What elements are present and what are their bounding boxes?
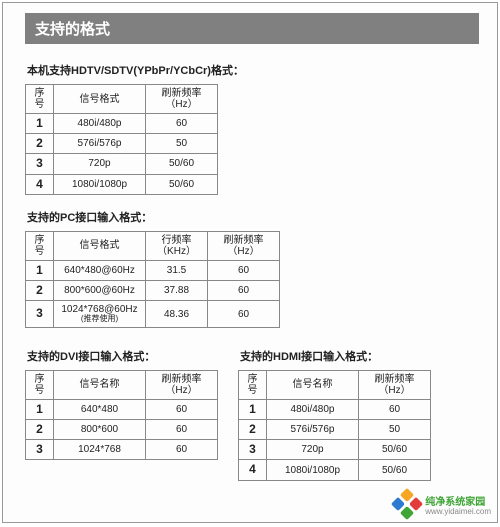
- col-seq: 序号: [239, 370, 267, 399]
- table-row: 2576i/576p50: [239, 420, 431, 440]
- col-signal: 信号名称: [54, 370, 146, 399]
- page-title: 支持的格式: [25, 13, 479, 44]
- col-refresh: 刷新频率（Hz）: [208, 231, 280, 260]
- col-refresh: 刷新频率（Hz）: [146, 370, 218, 399]
- hdmi-heading: 支持的HDMI接口输入格式：: [240, 348, 431, 364]
- table-row: 31024*768@60Hz(推荐使用)48.3660: [26, 301, 280, 328]
- col-signal: 信号格式: [54, 231, 146, 260]
- table-header: 序号 信号名称 刷新频率（Hz）: [26, 370, 218, 399]
- col-signal: 信号名称: [267, 370, 359, 399]
- pc-heading: 支持的PC接口输入格式：: [27, 209, 479, 225]
- table-header: 序号 信号格式 行频率（KHz） 刷新频率（Hz）: [26, 231, 280, 260]
- table-row: 2576i/576p50: [26, 134, 218, 154]
- document-page: 支持的格式 本机支持HDTV/SDTV(YPbPr/YCbCr)格式： 序号 信…: [2, 2, 498, 523]
- table-row: 41080i/1080p50/60: [239, 460, 431, 480]
- table-row: 41080i/1080p50/60: [26, 174, 218, 194]
- watermark-logo-icon: [393, 490, 421, 518]
- dvi-heading: 支持的DVI接口输入格式：: [27, 348, 218, 364]
- pc-table: 序号 信号格式 行频率（KHz） 刷新频率（Hz） 1640*480@60Hz3…: [25, 231, 280, 328]
- table-header: 序号 信号格式 刷新频率（Hz）: [26, 85, 218, 114]
- table-row: 3720p50/60: [239, 440, 431, 460]
- col-seq: 序号: [26, 231, 54, 260]
- watermark-text: 纯净系统家园 www.yidaimei.com: [425, 493, 491, 516]
- col-linefreq: 行频率（KHz）: [146, 231, 208, 260]
- table-row: 2800*600@60Hz37.8860: [26, 280, 280, 300]
- table-row: 1640*48060: [26, 399, 218, 419]
- table-row: 31024*76860: [26, 440, 218, 460]
- col-seq: 序号: [26, 370, 54, 399]
- table-row: 1480i/480p60: [26, 114, 218, 134]
- col-refresh: 刷新频率（Hz）: [146, 85, 218, 114]
- dvi-section: 支持的DVI接口输入格式： 序号 信号名称 刷新频率（Hz） 1640*4806…: [25, 342, 218, 495]
- table-header: 序号 信号名称 刷新频率（Hz）: [239, 370, 431, 399]
- table-row: 3720p50/60: [26, 154, 218, 174]
- two-column-row: 支持的DVI接口输入格式： 序号 信号名称 刷新频率（Hz） 1640*4806…: [25, 342, 479, 495]
- hdmi-table: 序号 信号名称 刷新频率（Hz） 1480i/480p60 2576i/576p…: [238, 370, 431, 481]
- watermark: 纯净系统家园 www.yidaimei.com: [393, 490, 491, 518]
- hdtv-heading: 本机支持HDTV/SDTV(YPbPr/YCbCr)格式：: [27, 62, 479, 78]
- table-row: 1480i/480p60: [239, 399, 431, 419]
- hdmi-section: 支持的HDMI接口输入格式： 序号 信号名称 刷新频率（Hz） 1480i/48…: [238, 342, 431, 495]
- hdtv-table: 序号 信号格式 刷新频率（Hz） 1480i/480p60 2576i/576p…: [25, 84, 218, 195]
- table-row: 1640*480@60Hz31.560: [26, 260, 280, 280]
- table-row: 2800*60060: [26, 420, 218, 440]
- col-refresh: 刷新频率（Hz）: [359, 370, 431, 399]
- col-signal: 信号格式: [54, 85, 146, 114]
- col-seq: 序号: [26, 85, 54, 114]
- dvi-table: 序号 信号名称 刷新频率（Hz） 1640*48060 2800*60060 3…: [25, 370, 218, 461]
